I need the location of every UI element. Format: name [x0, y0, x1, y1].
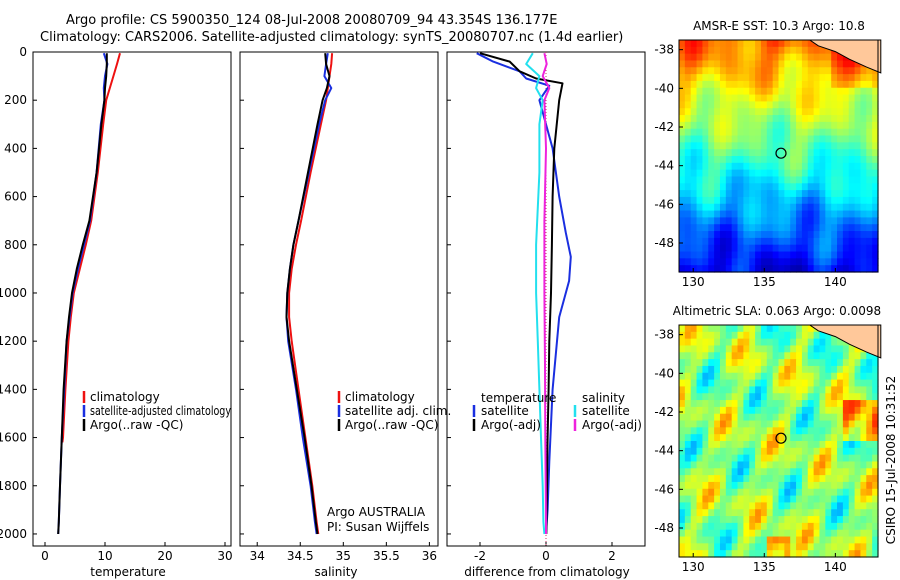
legend-label-climatology: climatology [90, 390, 160, 404]
argo-float-marker [775, 147, 787, 159]
y-tick-label: 1200 [0, 334, 27, 348]
difference-legend: temperature salinity satellite Argo(-adj… [472, 391, 642, 432]
sst-map: 130 135 140 -38 -40 -42 -44 -46 -48 [654, 39, 882, 289]
sst-heatmap-cells [679, 40, 879, 273]
series-line-temperature-argo-adj- [479, 52, 564, 535]
legend-label-satellite-adj: satellite adj. clim. [345, 404, 451, 418]
map-y-tick-label: -38 [654, 43, 674, 57]
credit-line1: Argo AUSTRALIA [327, 505, 426, 519]
map-x-tick-label: 140 [824, 275, 847, 289]
map-x-tick-label: 140 [824, 560, 847, 574]
salinity-axes-frame [239, 51, 439, 547]
legend-label-temp-argo: Argo(-adj) [481, 418, 541, 432]
side-timestamp-label: CSIRO 15-Jul-2008 10:31:52 [884, 376, 898, 544]
difference-xlabel: difference from climatology [464, 565, 630, 579]
x-tick-label: 10 [97, 549, 112, 563]
x-tick-label: 2 [608, 549, 616, 563]
x-tick-label: 0 [542, 549, 550, 563]
x-tick-label: 34.5 [287, 549, 314, 563]
figure-title-line1: Argo profile: CS 5900350_124 08-Jul-2008… [66, 13, 557, 28]
legend-header-temperature: temperature [481, 391, 556, 405]
temperature-legend: climatology satellite-adjusted climatolo… [82, 390, 231, 432]
series-line-climatology [288, 53, 334, 535]
salinity-xlabel: salinity [314, 565, 357, 579]
series-line-climatology [61, 52, 121, 443]
map-y-tick-label: -46 [654, 482, 674, 496]
map-y-tick-label: -38 [654, 328, 674, 342]
map-y-tick-label: -44 [654, 444, 674, 458]
x-tick-label: 34 [250, 549, 265, 563]
legend-label-temp-satellite: satellite [481, 404, 529, 418]
series-line-argo-raw-qc- [57, 53, 108, 535]
legend-label-satellite-adjusted: satellite-adjusted climatology [90, 404, 231, 418]
y-tick-label: 0 [19, 45, 27, 59]
map-x-tick-label: 135 [753, 560, 776, 574]
series-line-argo-raw-qc- [285, 53, 331, 535]
sla-map-title: Altimetric SLA: 0.063 Argo: 0.0098 [673, 304, 881, 318]
y-tick-label: 800 [4, 238, 27, 252]
map-y-tick-label: -42 [654, 405, 674, 419]
temperature-axes-frame [32, 51, 232, 547]
salinity-panel: 34 34.5 35 35.5 36 salinity climatology sate… [239, 51, 451, 579]
legend-label-argo: Argo(..raw -QC) [90, 418, 183, 432]
y-tick-label: 400 [4, 141, 27, 155]
series-line-temperature-satellite [476, 52, 572, 535]
map-y-tick-label: -44 [654, 159, 674, 173]
x-tick-label: -2 [474, 549, 486, 563]
x-tick-label: 0 [41, 549, 49, 563]
salinity-legend: climatology satellite adj. clim. Argo(..… [337, 390, 451, 432]
y-tick-label: 1000 [0, 286, 27, 300]
series-line-salinity-satellite [525, 52, 546, 535]
x-tick-label: 20 [157, 549, 172, 563]
legend-label-climatology: climatology [345, 390, 415, 404]
sla-map: 130 135 140 -38 -40 -42 -44 -46 -48 [654, 324, 882, 574]
map-frame [678, 324, 879, 558]
sla-heatmap-cells [679, 325, 879, 558]
figure-title-line2: Climatology: CARS2006. Satellite-adjuste… [40, 30, 623, 45]
map-y-tick-label: -46 [654, 197, 674, 211]
legend-header-salinity: salinity [582, 391, 625, 405]
x-tick-label: 35 [336, 549, 351, 563]
map-y-tick-label: -40 [654, 81, 674, 95]
x-tick-label: 36 [422, 549, 437, 563]
series-line-satellite-adjusted-climatology [57, 52, 109, 535]
series-line-salinity-argo-adj- [541, 52, 551, 534]
map-y-tick-label: -40 [654, 366, 674, 380]
map-y-tick-label: -48 [654, 521, 674, 535]
legend-label-sal-argo: Argo(-adj) [582, 418, 642, 432]
legend-label-sal-satellite: satellite [582, 404, 630, 418]
credit-line2: PI: Susan Wijffels [327, 520, 429, 534]
y-tick-label: 1600 [0, 431, 27, 445]
map-x-tick-label: 130 [682, 275, 705, 289]
argo-float-marker [775, 432, 787, 444]
map-y-tick-label: -42 [654, 120, 674, 134]
map-y-tick-label: -48 [654, 236, 674, 250]
y-tick-label: 600 [4, 190, 27, 204]
temperature-xlabel: temperature [90, 565, 165, 579]
y-tick-label: 200 [4, 93, 27, 107]
difference-panel: -2 0 2 difference from climatology tempera… [446, 51, 646, 579]
y-tick-label: 2000 [0, 527, 27, 541]
x-tick-label: 35.5 [373, 549, 400, 563]
legend-label-argo: Argo(..raw -QC) [345, 418, 438, 432]
y-tick-label: 1800 [0, 479, 27, 493]
map-x-tick-label: 130 [682, 560, 705, 574]
sst-map-title: AMSR-E SST: 10.3 Argo: 10.8 [693, 19, 865, 33]
y-tick-label: 1400 [0, 382, 27, 396]
map-frame [678, 39, 879, 273]
temperature-panel: 0 200 400 600 800 1000 1200 1400 1600 1800 2000 0 10… [0, 45, 233, 579]
map-x-tick-label: 135 [753, 275, 776, 289]
x-tick-label: 30 [217, 549, 232, 563]
